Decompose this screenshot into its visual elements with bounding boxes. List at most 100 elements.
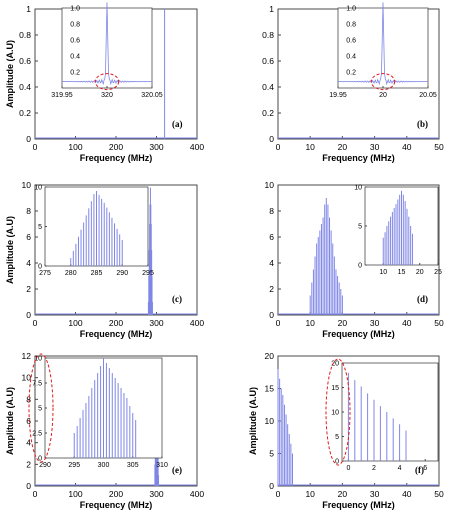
panel-label: (e) <box>172 465 182 475</box>
x-tick-label: 0 <box>276 142 281 152</box>
x-tick-label: 20 <box>338 318 348 328</box>
inset-x-tick-label: 10 <box>379 269 387 276</box>
x-axis-label: Frequency (MHz) <box>80 153 153 163</box>
x-tick-label: 300 <box>149 489 163 499</box>
x-axis-label: Frequency (MHz) <box>322 329 395 339</box>
x-tick-label: 10 <box>305 489 315 499</box>
inset-y-tick-label: 0.4 <box>346 54 356 61</box>
y-tick-label: 5 <box>269 449 274 459</box>
panel-a: 0 100 200 300 400 0 0.2 0.4 0.6 0.8 1 Frequency (MH… <box>5 2 204 163</box>
inset-y-tick-label: 0 <box>335 459 339 466</box>
inset-y-tick-label: 10 <box>34 356 42 363</box>
inset-y-tick-label: 0.2 <box>70 70 80 77</box>
highlight-ellipse <box>325 358 351 466</box>
y-tick-label: 0.6 <box>262 56 274 66</box>
y-tick-label: 0 <box>269 310 274 320</box>
inset-y-tick-label: 5 <box>38 224 42 231</box>
inset-x-tick-label: 20.05 <box>419 92 437 99</box>
x-tick-label: 400 <box>190 489 204 499</box>
inset-x-tick-label: 300 <box>98 462 110 469</box>
inset-x-tick-label: 275 <box>39 270 51 277</box>
inset-chart: 275 280 285 290 295 0 5 10 <box>34 185 154 278</box>
panel-label: (c) <box>172 294 182 304</box>
y-tick-label: 8 <box>26 206 31 216</box>
y-tick-label: 0.4 <box>262 82 274 92</box>
y-tick-label: 0.4 <box>19 82 31 92</box>
y-tick-label: 10 <box>265 416 275 426</box>
inset-chart: 290 295 300 305 310 0 2.5 5 7.5 10 <box>28 353 168 469</box>
panel-label: (a) <box>172 119 183 129</box>
inset-x-tick-label: 290 <box>39 462 51 469</box>
y-tick-label: 0.2 <box>262 108 274 118</box>
x-tick-label: 200 <box>109 318 123 328</box>
inset-x-tick-label: 19.95 <box>329 92 347 99</box>
y-tick-label: 2 <box>26 284 31 294</box>
x-tick-label: 10 <box>305 142 315 152</box>
x-tick-label: 50 <box>434 142 444 152</box>
inset-x-tick-label: 295 <box>142 270 154 277</box>
inset-y-tick-label: 1.0 <box>70 6 80 13</box>
y-tick-label: 1 <box>26 4 31 14</box>
x-tick-label: 40 <box>402 489 412 499</box>
panel-label: (d) <box>417 294 428 304</box>
x-tick-label: 300 <box>149 142 163 152</box>
inset-y-tick-label: 1.0 <box>346 6 356 13</box>
y-tick-label: 4 <box>26 438 31 448</box>
y-tick-label: 0 <box>269 134 274 144</box>
x-tick-label: 200 <box>109 142 123 152</box>
x-tick-label: 40 <box>402 142 412 152</box>
inset-y-tick-label: 0.8 <box>70 22 80 29</box>
x-axis-label: Frequency (MHz) <box>80 500 153 510</box>
inset-x-tick-label: 2 <box>372 465 376 472</box>
x-tick-label: 100 <box>68 142 82 152</box>
y-tick-label: 1 <box>269 4 274 14</box>
inset-y-tick-label: 10 <box>354 185 362 192</box>
x-tick-label: 20 <box>338 489 348 499</box>
y-tick-label: 0 <box>26 134 31 144</box>
axes-frame <box>277 184 440 316</box>
inset-chart: 319.95 320 320.05 0.2 0.4 0.6 0.8 1.0 <box>51 2 163 99</box>
inset-y-tick-label: 0.4 <box>70 54 80 61</box>
x-tick-label: 0 <box>276 318 281 328</box>
inset-y-tick-label: 5 <box>335 434 339 441</box>
inset-x-tick-label: 310 <box>156 462 168 469</box>
inset-y-tick-label: 5 <box>38 406 42 413</box>
x-tick-label: 400 <box>190 142 204 152</box>
x-tick-label: 100 <box>68 318 82 328</box>
inset-chart: 0 2 4 6 0 5 10 15 20 <box>325 358 439 472</box>
x-tick-label: 400 <box>190 318 204 328</box>
y-axis-label: Amplitude (A.U) <box>5 216 15 284</box>
inset-y-tick-label: 15 <box>331 385 339 392</box>
inset-y-tick-label: 10 <box>34 185 42 192</box>
x-tick-label: 30 <box>370 142 380 152</box>
highlight-ellipse <box>370 73 396 91</box>
inset-x-tick-label: 280 <box>65 270 77 277</box>
inset-x-tick-label: 285 <box>91 270 103 277</box>
panel-b: 0 10 20 30 40 50 0 0.2 0.4 0.6 0.8 1 Frequency (MHz)… <box>262 2 444 163</box>
inset-x-tick-label: 295 <box>68 462 80 469</box>
y-tick-label: 8 <box>269 206 274 216</box>
inset-x-tick-label: 20 <box>379 92 387 99</box>
y-tick-label: 0.8 <box>19 30 31 40</box>
panel-label: (f) <box>415 465 424 475</box>
x-tick-label: 50 <box>434 318 444 328</box>
y-tick-label: 2 <box>269 284 274 294</box>
y-tick-label: 0.6 <box>19 56 31 66</box>
inset-x-tick-label: 319.95 <box>51 92 73 99</box>
x-tick-label: 50 <box>434 489 444 499</box>
inset-x-tick-label: 305 <box>127 462 139 469</box>
y-tick-label: 4 <box>269 258 274 268</box>
x-tick-label: 300 <box>149 318 163 328</box>
inset-y-tick-label: 2.5 <box>32 431 42 438</box>
x-tick-label: 200 <box>109 489 123 499</box>
x-axis-label: Frequency (MHz) <box>322 153 395 163</box>
inset-x-tick-label: 20 <box>416 269 424 276</box>
y-tick-label: 6 <box>269 232 274 242</box>
highlight-ellipse <box>94 73 120 91</box>
inset-y-tick-label: 10 <box>331 410 339 417</box>
inset-y-tick-label: 0 <box>358 263 362 270</box>
inset-y-tick-label: 0.2 <box>346 70 356 77</box>
inset-frame <box>337 7 429 89</box>
